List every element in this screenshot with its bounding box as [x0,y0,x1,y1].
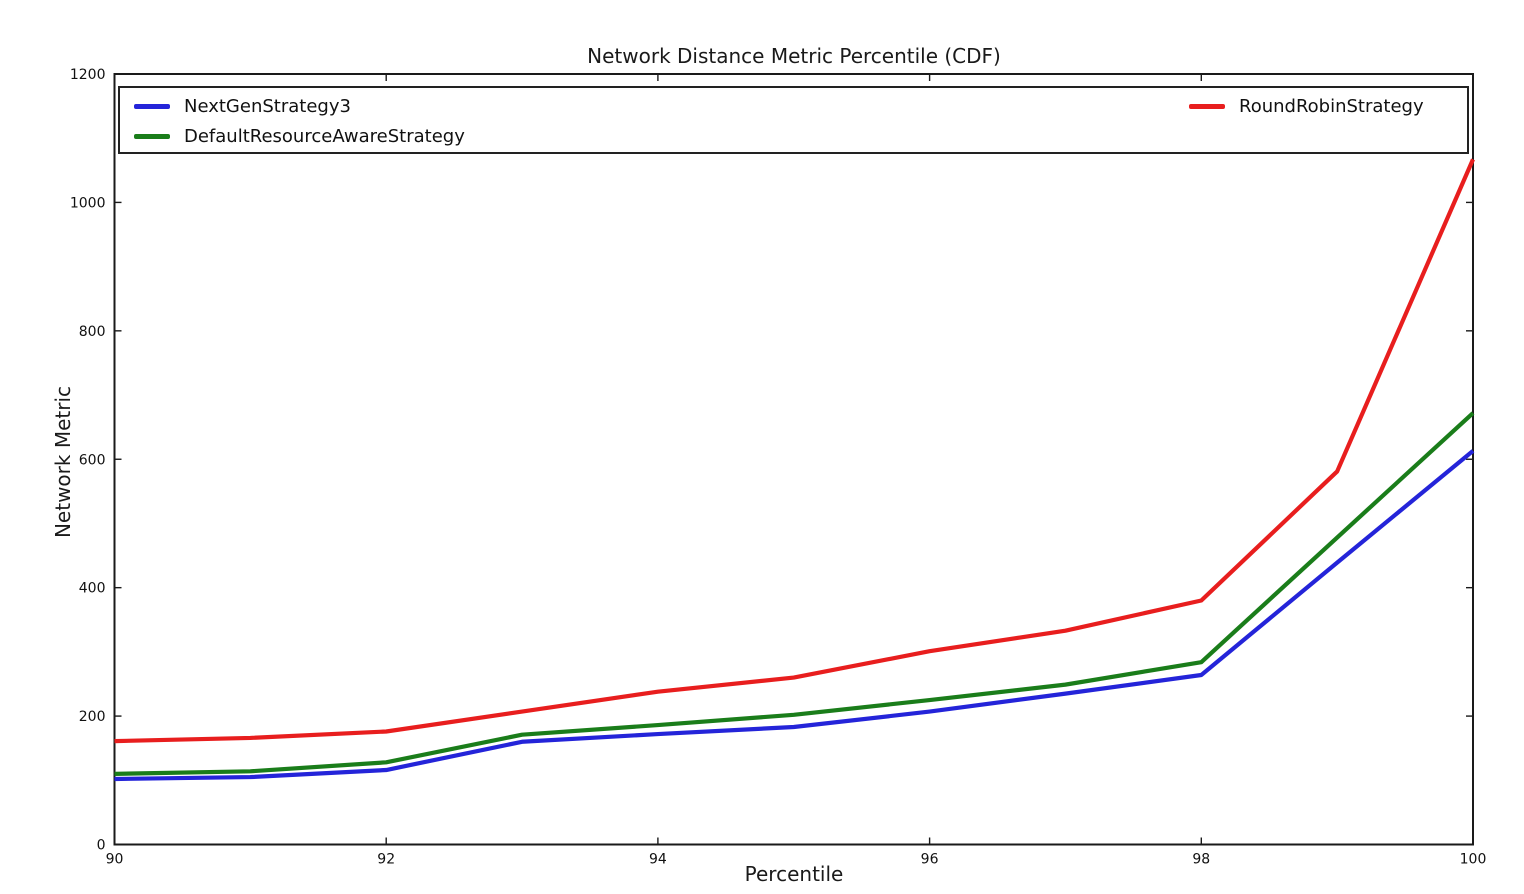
legend-swatch-green-line-icon [134,133,170,139]
line-DefaultResourceAwareStrategy [114,411,1475,776]
legend: NextGenStrategy3 DefaultResourceAwareStr… [118,86,1469,154]
legend-swatch-red-line-icon [1189,103,1225,109]
x-tick-label: 98 [1192,852,1210,868]
legend-label: DefaultResourceAwareStrategy [184,125,465,147]
y-axis-label: Network Metric [51,385,75,539]
legend-label: NextGenStrategy3 [184,95,351,117]
y-tick-label: 800 [79,324,106,340]
y-tick-label: 400 [79,581,106,597]
x-tick-label: 100 [1460,852,1487,868]
x-tick-label: 92 [377,852,395,868]
x-axis-label: Percentile [744,862,844,886]
y-tick-label: 600 [79,452,106,468]
y-tick-label: 200 [79,709,106,725]
y-tick-label: 0 [97,838,106,854]
legend-swatch-blue-line-icon [134,103,170,109]
y-tick-label: 1200 [70,67,106,83]
legend-item-roundrobinstrategy: RoundRobinStrategy [1189,94,1424,118]
legend-item-nextgenstrategy3: NextGenStrategy3 [134,94,351,118]
y-tick-label: 1000 [70,195,106,211]
legend-item-defaultresourceawarestrategy: DefaultResourceAwareStrategy [134,124,465,148]
line-RoundRobinStrategy [114,158,1475,744]
line-NextGenStrategy3 [114,449,1475,782]
x-tick-label: 94 [649,852,667,868]
x-tick-label: 90 [106,852,124,868]
chart-title: Network Distance Metric Percentile (CDF) [587,44,1001,68]
x-tick-label: 96 [921,852,939,868]
legend-label: RoundRobinStrategy [1239,95,1424,117]
